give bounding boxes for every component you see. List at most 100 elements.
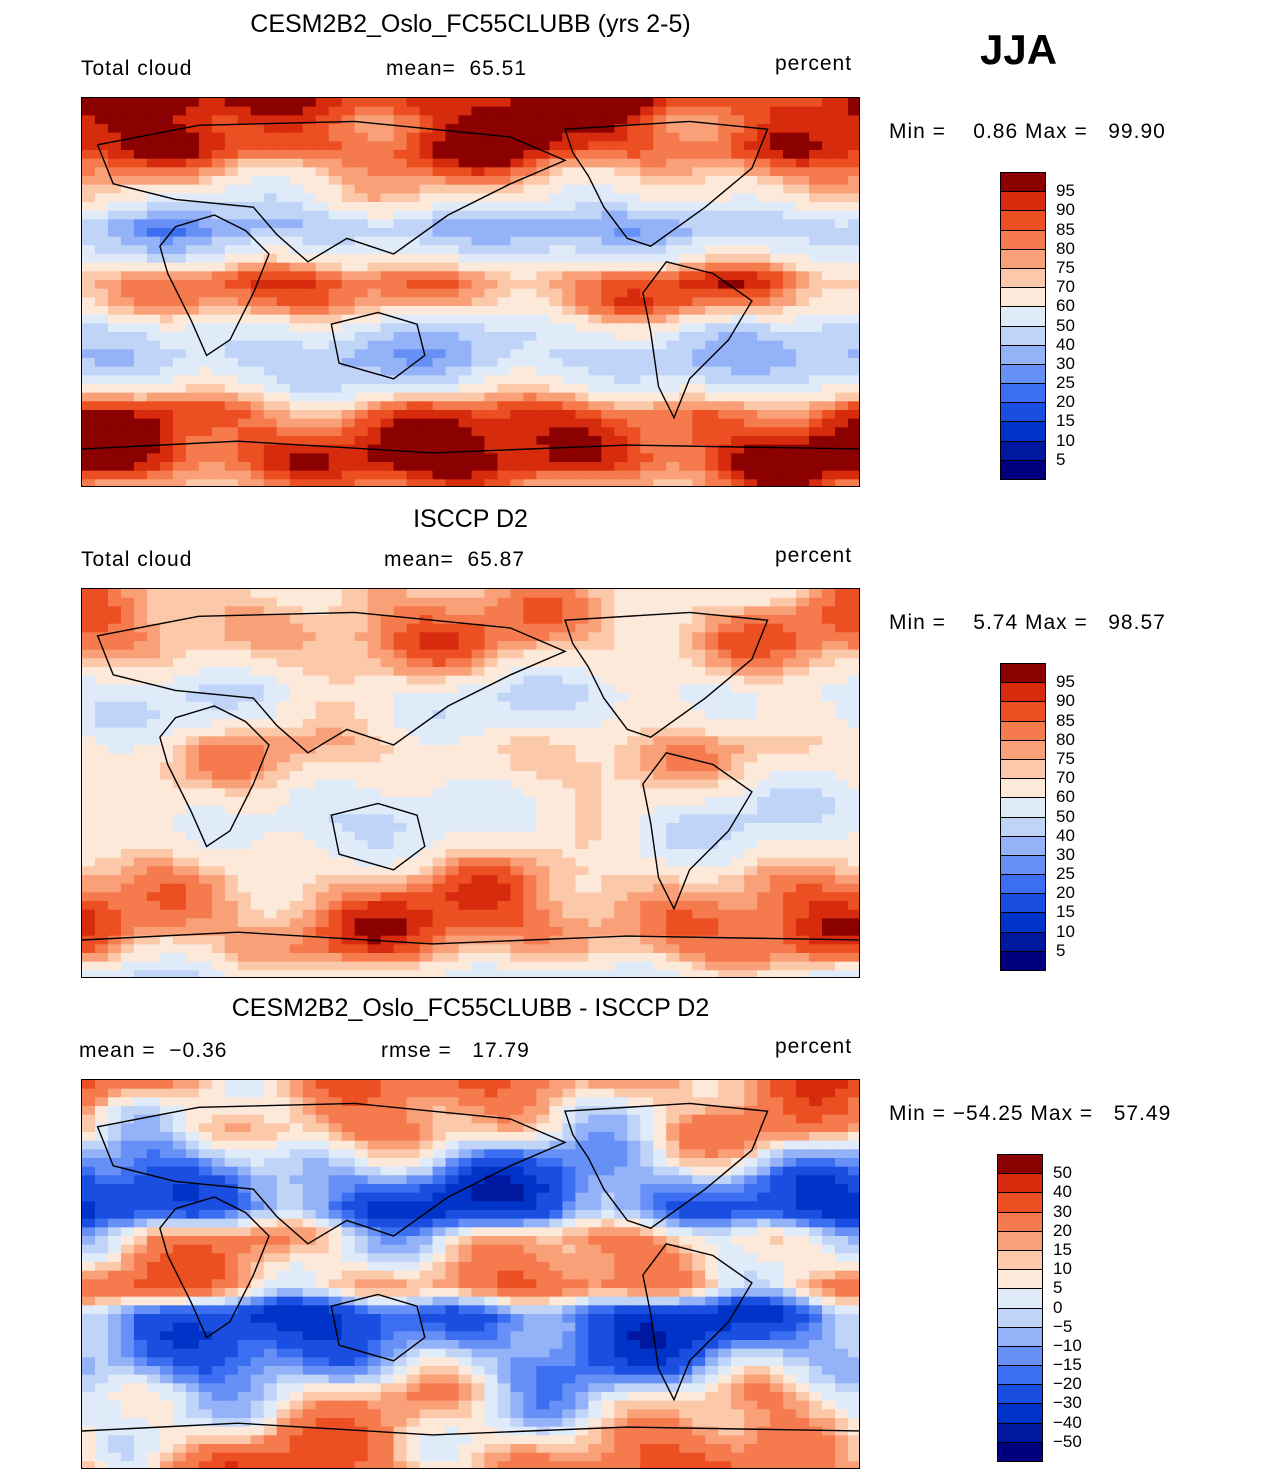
heatmap-cell	[133, 462, 148, 472]
heatmap-cell	[393, 254, 408, 264]
heatmap-cell	[796, 623, 810, 633]
heatmap-cell	[120, 418, 135, 428]
heatmap-cell	[302, 849, 317, 859]
heatmap-cell	[770, 323, 784, 333]
heatmap-cell	[523, 349, 538, 359]
heatmap-cell	[211, 427, 226, 437]
heatmap-cell	[601, 632, 615, 642]
heatmap-cell	[692, 883, 706, 893]
heatmap-cell	[276, 323, 291, 333]
heatmap-cell	[159, 271, 174, 281]
heatmap-cell	[744, 280, 758, 290]
heatmap-cell	[302, 788, 317, 798]
heatmap-cell	[666, 831, 680, 841]
heatmap-cell	[224, 280, 239, 290]
heatmap-cell	[744, 479, 758, 486]
heatmap-cell	[94, 323, 109, 333]
heatmap-cell	[822, 675, 836, 685]
heatmap-cell	[224, 667, 239, 677]
heatmap-cell	[82, 106, 96, 116]
heatmap-cell	[341, 349, 356, 359]
heatmap-cell	[679, 849, 693, 859]
heatmap-cell	[549, 710, 563, 720]
heatmap-cell	[133, 632, 148, 642]
heatmap-cell	[523, 641, 538, 651]
heatmap-cell	[471, 418, 486, 428]
heatmap-cell	[276, 358, 291, 368]
heatmap-cell	[588, 779, 602, 789]
heatmap-cell	[653, 124, 667, 134]
heatmap-cell	[718, 470, 732, 480]
heatmap-cell	[354, 236, 369, 246]
heatmap-cell	[770, 245, 784, 255]
heatmap-cell	[198, 658, 213, 668]
heatmap-cell	[211, 849, 226, 859]
heatmap-cell	[627, 632, 641, 642]
heatmap-cell	[627, 641, 641, 651]
heatmap-cell	[562, 410, 576, 420]
heatmap-cell	[718, 306, 732, 316]
heatmap-cell	[237, 392, 252, 402]
heatmap-cell	[679, 158, 693, 168]
heatmap-cell	[432, 366, 447, 376]
heatmap-cell	[120, 849, 135, 859]
heatmap-cell	[601, 418, 615, 428]
heatmap-cell	[445, 323, 460, 333]
heatmap-cell	[263, 667, 278, 677]
heatmap-cell	[744, 375, 758, 385]
heatmap-cell	[146, 901, 161, 911]
heatmap-cell	[809, 719, 823, 729]
heatmap-cell	[653, 779, 667, 789]
heatmap-cell	[705, 470, 719, 480]
heatmap-cell	[94, 589, 109, 599]
heatmap-cell	[575, 176, 589, 186]
heatmap-cell	[367, 805, 382, 815]
heatmap-cell	[354, 632, 369, 642]
heatmap-cell	[393, 184, 408, 194]
heatmap-cell	[510, 823, 525, 833]
colorbar-box	[1000, 229, 1046, 250]
heatmap-cell	[588, 615, 602, 625]
heatmap-cell	[185, 254, 200, 264]
heatmap-cell	[705, 158, 719, 168]
heatmap-cell	[159, 384, 174, 394]
heatmap-cell	[315, 314, 330, 324]
heatmap-cell	[159, 115, 174, 125]
heatmap-cell	[640, 736, 654, 746]
heatmap-cell	[848, 866, 859, 876]
heatmap-cell	[731, 271, 745, 281]
heatmap-cell	[120, 883, 135, 893]
heatmap-cell	[159, 623, 174, 633]
heatmap-cell	[796, 106, 810, 116]
heatmap-cell	[419, 736, 434, 746]
heatmap-cell	[523, 358, 538, 368]
heatmap-cell	[315, 597, 330, 607]
heatmap-cell	[471, 202, 486, 212]
heatmap-cell	[107, 132, 122, 142]
heatmap-cell	[354, 479, 369, 486]
heatmap-cell	[120, 115, 135, 125]
heatmap-cell	[679, 236, 693, 246]
heatmap-cell	[679, 771, 693, 781]
heatmap-cell	[185, 901, 200, 911]
heatmap-cell	[432, 418, 447, 428]
heatmap-cell	[601, 684, 615, 694]
heatmap-cell	[82, 401, 96, 411]
heatmap-cell	[783, 736, 797, 746]
heatmap-cell	[809, 132, 823, 142]
heatmap-cell	[679, 358, 693, 368]
heatmap-cell	[133, 753, 148, 763]
heatmap-cell	[614, 453, 628, 463]
heatmap-cell	[315, 245, 330, 255]
panel1-title: CESM2B2_Oslo_FC55CLUBB (yrs 2-5)	[250, 10, 691, 38]
heatmap-cell	[458, 375, 473, 385]
heatmap-cell	[107, 875, 122, 885]
heatmap-cell	[757, 280, 771, 290]
heatmap-cell	[744, 745, 758, 755]
heatmap-cell	[263, 901, 278, 911]
heatmap-cell	[588, 667, 602, 677]
heatmap-cell	[341, 254, 356, 264]
heatmap-cell	[536, 115, 550, 125]
heatmap-cell	[549, 375, 563, 385]
heatmap-cell	[289, 771, 304, 781]
